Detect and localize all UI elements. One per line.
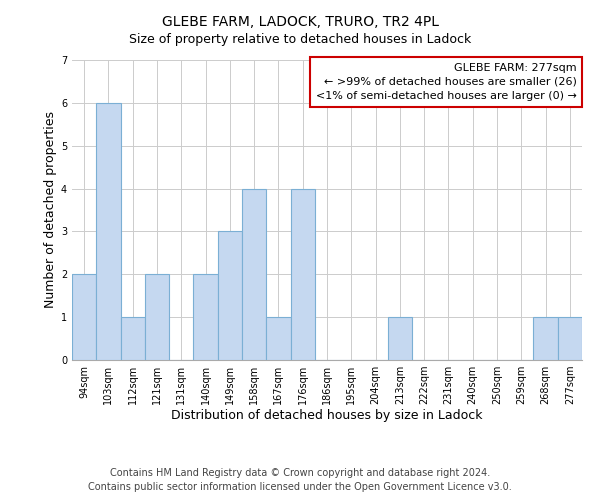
Bar [193, 274, 218, 360]
Y-axis label: Number of detached properties: Number of detached properties [44, 112, 57, 308]
Text: Contains HM Land Registry data © Crown copyright and database right 2024.
Contai: Contains HM Land Registry data © Crown c… [88, 468, 512, 492]
X-axis label: Distribution of detached houses by size in Ladock: Distribution of detached houses by size … [171, 408, 483, 422]
Bar [218, 232, 242, 360]
Bar [266, 317, 290, 360]
Bar [145, 274, 169, 360]
Bar [96, 103, 121, 360]
Bar [72, 274, 96, 360]
Text: GLEBE FARM: 277sqm
← >99% of detached houses are smaller (26)
<1% of semi-detach: GLEBE FARM: 277sqm ← >99% of detached ho… [316, 63, 577, 101]
Bar [242, 188, 266, 360]
Bar [290, 188, 315, 360]
Text: Size of property relative to detached houses in Ladock: Size of property relative to detached ho… [129, 32, 471, 46]
Bar [388, 317, 412, 360]
Bar [558, 317, 582, 360]
Bar [121, 317, 145, 360]
Bar [533, 317, 558, 360]
Text: GLEBE FARM, LADOCK, TRURO, TR2 4PL: GLEBE FARM, LADOCK, TRURO, TR2 4PL [161, 15, 439, 29]
